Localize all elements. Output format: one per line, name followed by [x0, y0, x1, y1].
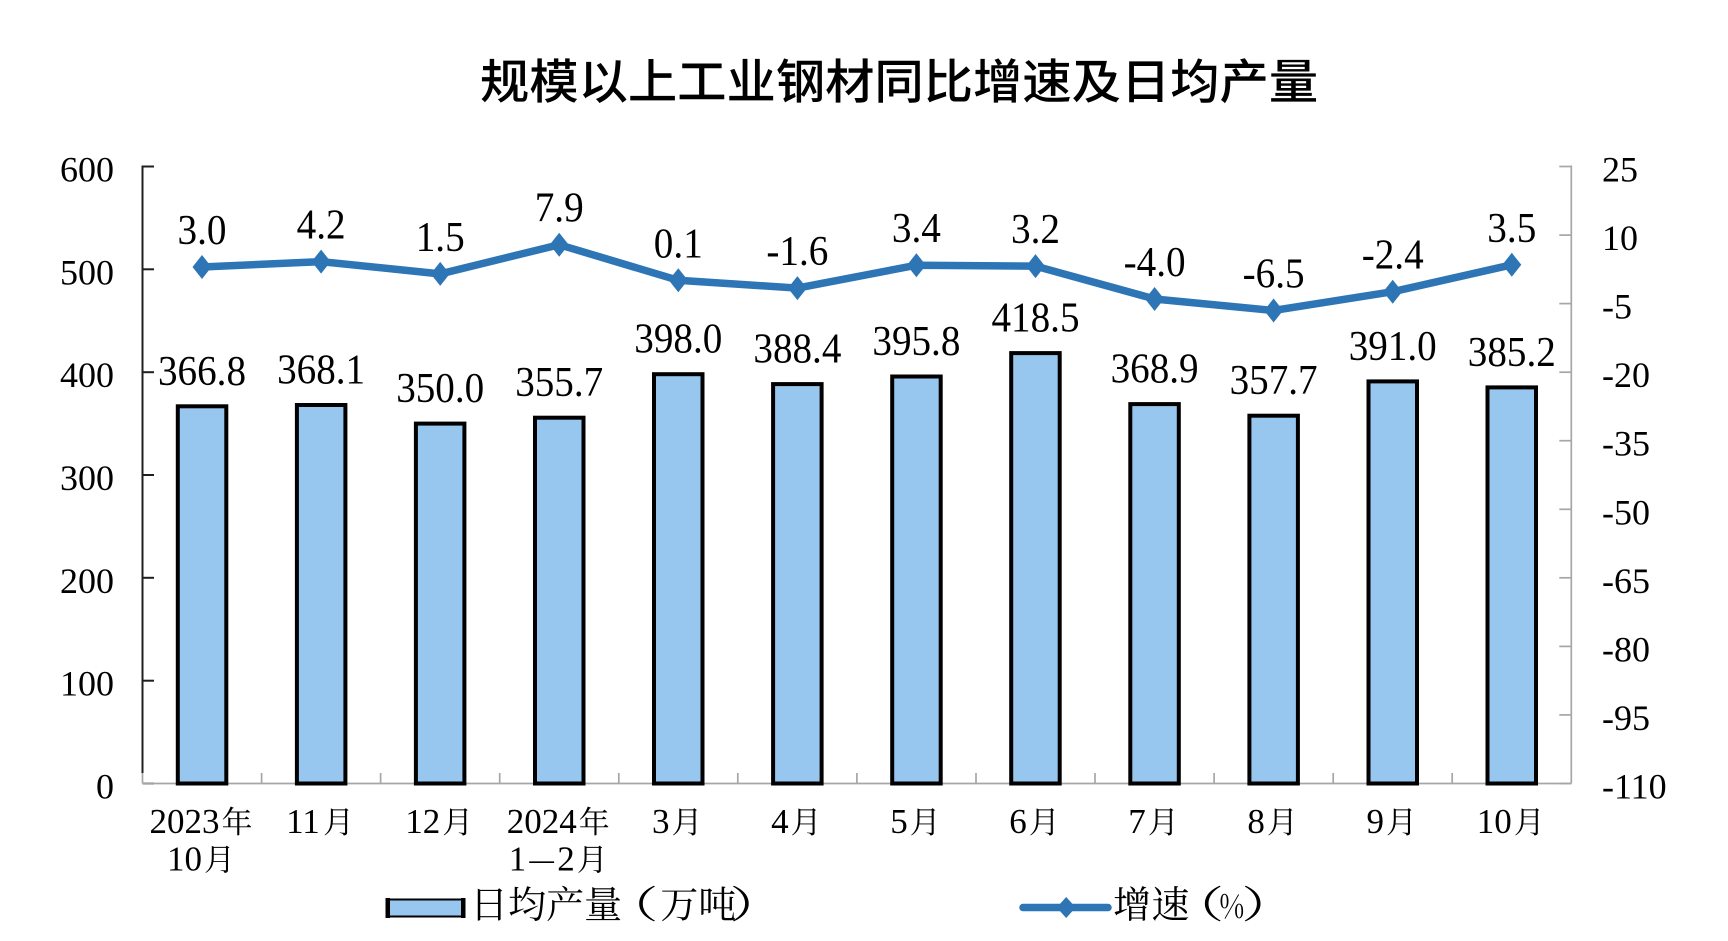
svg-text:-50: -50 — [1602, 492, 1650, 532]
svg-text:10: 10 — [167, 840, 202, 879]
svg-text:5: 5 — [890, 802, 908, 841]
svg-text:355.7: 355.7 — [515, 360, 603, 406]
svg-text:3.2: 3.2 — [1011, 207, 1060, 253]
svg-text:368.1: 368.1 — [277, 348, 365, 394]
svg-text:350.0: 350.0 — [396, 366, 484, 412]
svg-text:3.5: 3.5 — [1487, 206, 1536, 252]
svg-text:10: 10 — [1477, 802, 1512, 841]
svg-text:357.7: 357.7 — [1230, 358, 1318, 404]
svg-text:-4.0: -4.0 — [1124, 240, 1186, 286]
svg-text:100: 100 — [60, 664, 114, 704]
svg-text:418.5: 418.5 — [992, 296, 1080, 342]
svg-text:600: 600 — [60, 150, 114, 190]
svg-text:3: 3 — [652, 802, 670, 841]
svg-text:-110: -110 — [1602, 767, 1667, 807]
svg-text:2: 2 — [557, 840, 575, 879]
svg-text:-35: -35 — [1602, 424, 1650, 464]
svg-text:2023: 2023 — [150, 802, 220, 841]
svg-text:300: 300 — [60, 458, 114, 498]
svg-text:25: 25 — [1602, 150, 1638, 190]
svg-text:4: 4 — [771, 802, 789, 841]
svg-text:400: 400 — [60, 355, 114, 395]
svg-text:9: 9 — [1367, 802, 1385, 841]
svg-text:-20: -20 — [1602, 355, 1650, 395]
svg-text:2024: 2024 — [507, 802, 577, 841]
svg-text:1.5: 1.5 — [416, 215, 465, 261]
svg-text:7: 7 — [1128, 802, 1146, 841]
svg-text:398.0: 398.0 — [634, 317, 722, 363]
svg-text:11: 11 — [286, 802, 320, 841]
svg-text:368.9: 368.9 — [1111, 347, 1199, 393]
svg-text:3.0: 3.0 — [178, 208, 227, 254]
svg-text:-1.6: -1.6 — [766, 229, 828, 275]
svg-text:6: 6 — [1009, 802, 1026, 841]
svg-text:385.2: 385.2 — [1468, 330, 1556, 376]
svg-text:-6.5: -6.5 — [1243, 252, 1305, 298]
svg-text:-5: -5 — [1602, 287, 1632, 327]
svg-text:10: 10 — [1602, 218, 1638, 258]
svg-text:-2.4: -2.4 — [1362, 233, 1424, 279]
svg-text:391.0: 391.0 — [1349, 324, 1437, 370]
svg-text:0: 0 — [96, 767, 114, 807]
svg-text:366.8: 366.8 — [158, 349, 246, 395]
svg-text:-65: -65 — [1602, 561, 1650, 601]
svg-text:7.9: 7.9 — [535, 186, 584, 232]
svg-text:3.4: 3.4 — [892, 206, 941, 252]
svg-text:1: 1 — [509, 840, 527, 879]
svg-text:200: 200 — [60, 561, 114, 601]
svg-text:0.1: 0.1 — [654, 221, 703, 267]
svg-text:8: 8 — [1247, 802, 1265, 841]
svg-text:-95: -95 — [1602, 698, 1650, 738]
svg-text:4.2: 4.2 — [297, 203, 346, 249]
svg-text:-80: -80 — [1602, 629, 1650, 669]
svg-text:395.8: 395.8 — [872, 319, 960, 365]
svg-text:500: 500 — [60, 252, 114, 292]
svg-text:388.4: 388.4 — [753, 327, 841, 373]
svg-text:12: 12 — [405, 802, 440, 841]
